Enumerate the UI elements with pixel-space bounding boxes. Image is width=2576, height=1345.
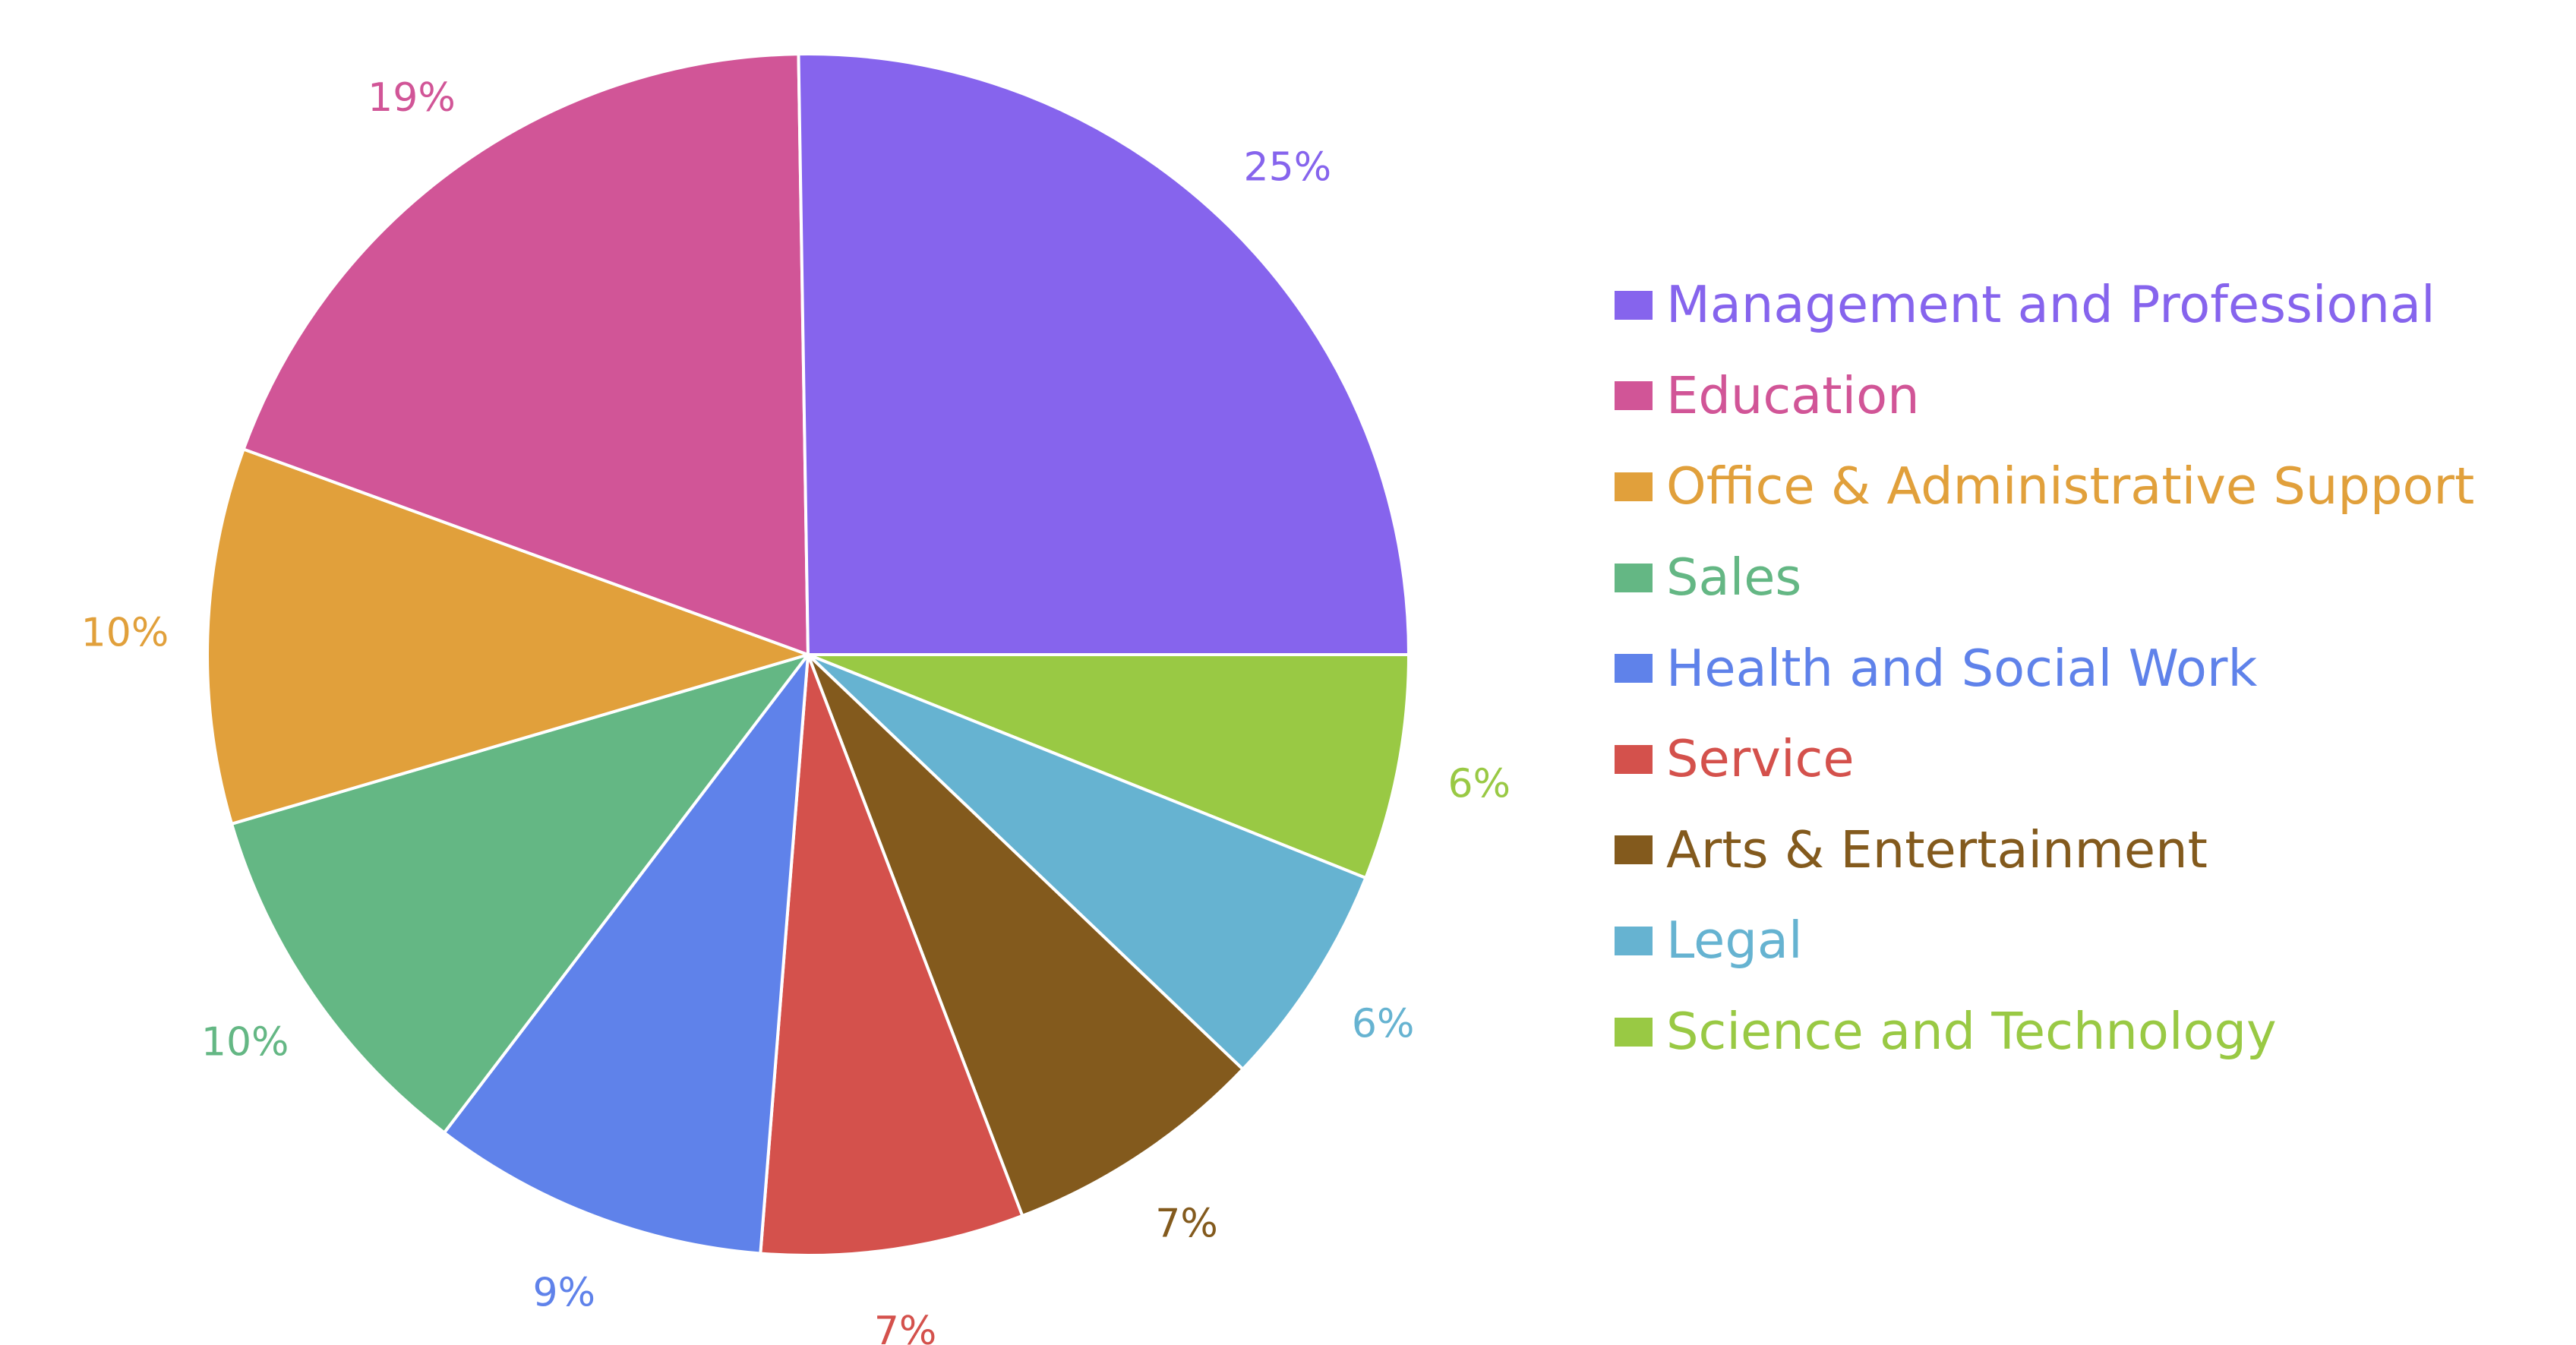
legend-label: Education: [1666, 365, 1920, 425]
percent-label-science-and-technology: 6%: [1447, 761, 1511, 807]
legend-item-science-and-technology: Science and Technology: [1615, 987, 2474, 1078]
slice-arts-and-entertainment: [807, 653, 1245, 1218]
legend-label: Health and Social Work: [1666, 638, 2258, 698]
slice-office-and-administrative-support: [206, 447, 813, 826]
percent-label-education: 19%: [368, 75, 456, 121]
slice-education: [242, 52, 810, 657]
legend-item-service: Service: [1615, 714, 2474, 805]
slice-health-and-social-work: [442, 649, 810, 1255]
pie-slices: [206, 52, 1411, 1257]
legend-label: Sales: [1666, 548, 1802, 608]
percent-label-service: 7%: [874, 1309, 937, 1345]
legend-swatch: [1615, 381, 1653, 411]
slice-legal: [807, 653, 1368, 1072]
percent-label-management-and-professional: 25%: [1244, 145, 1332, 191]
legend-label: Office & Administrative Support: [1666, 456, 2475, 516]
chart-legend: Management and Professional Education Offi…: [1615, 260, 2474, 1077]
legend-item-education: Education: [1615, 351, 2474, 442]
legend-swatch: [1615, 290, 1653, 320]
legend-item-sales: Sales: [1615, 532, 2474, 624]
legend-swatch: [1615, 835, 1653, 865]
legend-label: Legal: [1666, 911, 1803, 971]
slice-sales: [229, 652, 813, 1135]
slice-management-and-professional: [797, 52, 1411, 656]
legend-swatch: [1615, 926, 1653, 955]
slice-science-and-technology: [807, 653, 1411, 880]
legend-label: Management and Professional: [1666, 275, 2436, 335]
percent-label-legal: 6%: [1352, 1002, 1415, 1047]
legend-swatch: [1615, 654, 1653, 684]
legend-swatch: [1615, 563, 1653, 592]
percent-label-sales: 10%: [201, 1019, 289, 1065]
percent-label-health-and-social-work: 9%: [533, 1271, 596, 1316]
slice-service: [759, 654, 1024, 1257]
legend-item-management-and-professional: Management and Professional: [1615, 260, 2474, 351]
legend-swatch: [1615, 1017, 1653, 1047]
legend-swatch: [1615, 472, 1653, 501]
legend-label: Service: [1666, 729, 1855, 789]
legend-item-arts-and-entertainment: Arts & Entertainment: [1615, 805, 2474, 896]
percent-label-arts-and-entertainment: 7%: [1155, 1201, 1218, 1246]
legend-label: Arts & Entertainment: [1666, 819, 2208, 879]
legend-item-office-and-administrative-support: Office & Administrative Support: [1615, 441, 2474, 532]
percent-label-office-and-administrative-support: 10%: [81, 610, 169, 655]
legend-swatch: [1615, 744, 1653, 774]
legend-label: Science and Technology: [1666, 1002, 2277, 1062]
pie-percent-labels: 6% 6% 7% 7% 9% 10% 10% 19% 25%: [81, 75, 1511, 1345]
legend-item-health-and-social-work: Health and Social Work: [1615, 623, 2474, 714]
legend-item-legal: Legal: [1615, 895, 2474, 987]
